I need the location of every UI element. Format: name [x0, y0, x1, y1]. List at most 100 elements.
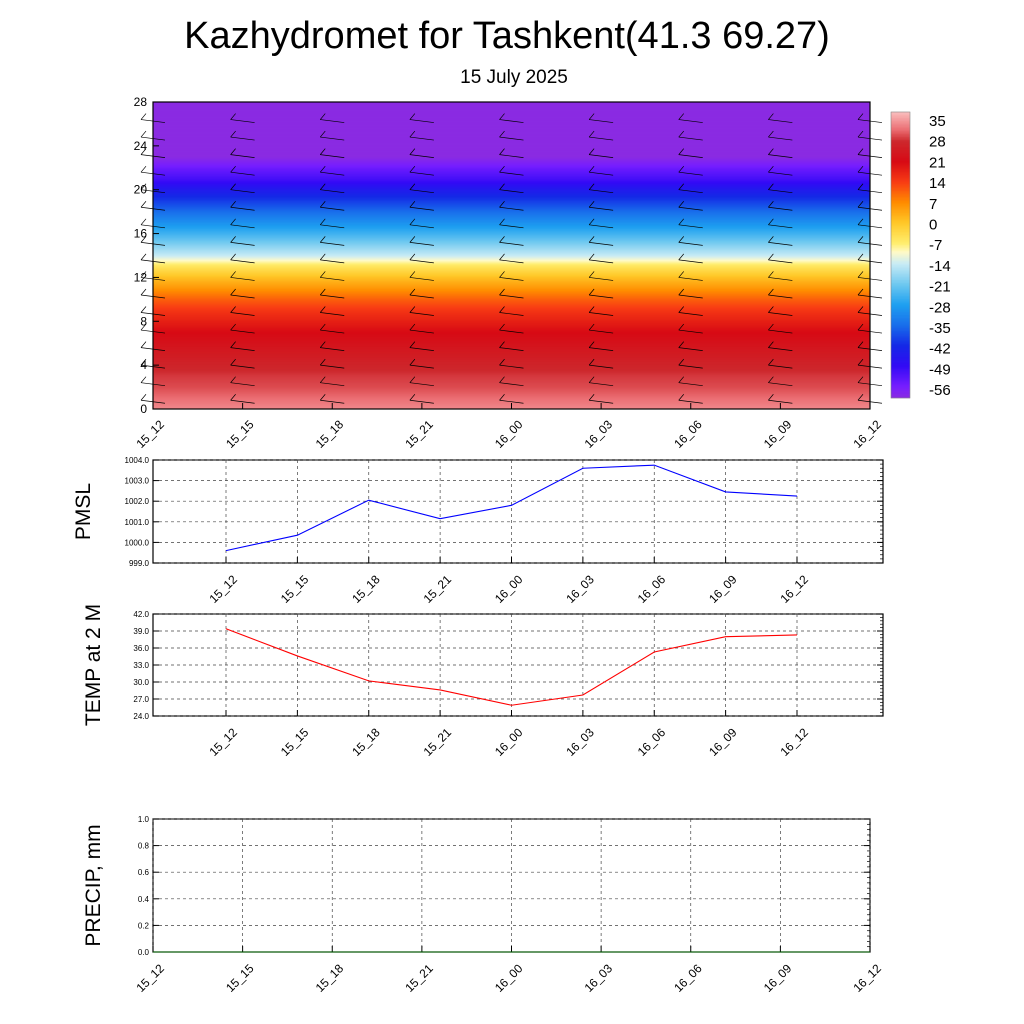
wind-barb-flag [499, 183, 505, 190]
colorbar-segment [891, 348, 910, 351]
wind-barb-flag [857, 376, 864, 383]
wind-barb [320, 312, 345, 316]
x-tick-label: 15_12 [133, 417, 167, 451]
wind-barb [857, 312, 883, 316]
temperature-band [153, 131, 870, 133]
temperature-band [153, 153, 870, 155]
wind-barb-flag [409, 130, 416, 138]
wind-barb-flag [230, 323, 236, 331]
colorbar-segment [891, 174, 910, 177]
temperature-band [153, 151, 870, 153]
temperature-band [153, 222, 870, 225]
wind-barb-flag [588, 130, 595, 138]
wind-barb-flag [588, 341, 595, 348]
temperature-band [153, 354, 870, 357]
temperature-band [153, 272, 870, 275]
temperature-band [153, 138, 870, 141]
colorbar-label: -49 [929, 361, 951, 378]
colorbar-segment [891, 237, 910, 240]
colorbar-segment [891, 351, 910, 353]
colorbar-segment [891, 222, 910, 225]
temperature-band [153, 174, 870, 176]
temperature-band [153, 201, 870, 204]
wind-barb [589, 294, 614, 299]
temperature-band [153, 176, 870, 178]
wind-barb [230, 171, 255, 176]
wind-barb-flag [230, 288, 236, 296]
wind-barb-flag [140, 288, 147, 296]
temperature-band [153, 251, 870, 254]
colorbar-segment [891, 248, 910, 251]
wind-barb [140, 277, 166, 281]
x-tick-label: 15_15 [278, 725, 312, 759]
temperature-band [153, 381, 870, 383]
temperature-band [153, 206, 870, 209]
colorbar-segment [891, 213, 910, 216]
wind-barb-flag [499, 288, 505, 296]
wind-barb [589, 224, 614, 229]
temperature-band [153, 364, 870, 367]
wind-barb [140, 154, 166, 158]
temperature-band [153, 159, 870, 162]
wind-barb [230, 399, 255, 404]
temperature-band [153, 157, 870, 160]
temperature-band [153, 265, 870, 267]
wind-barb [589, 189, 614, 194]
temperature-band [153, 390, 870, 392]
colorbar-segment [891, 155, 910, 158]
x-tick-label: 15_12 [206, 572, 240, 606]
wind-barb [857, 364, 883, 369]
colorbar-segment [891, 313, 910, 316]
colorbar-segment [891, 224, 910, 227]
wind-barb-flag [140, 271, 147, 278]
temperature-band [153, 290, 870, 292]
wind-barb-flag [230, 183, 236, 190]
wind-barb-flag [588, 288, 595, 296]
temperature-band [153, 256, 870, 258]
colorbar-label: -28 [929, 299, 951, 316]
colorbar-segment [891, 297, 910, 299]
wind-barb-flag [768, 148, 774, 155]
wind-barb-flag [857, 236, 864, 243]
colorbar-segment [891, 135, 910, 138]
wind-barb-flag [678, 183, 685, 190]
wind-barb [499, 171, 524, 176]
wind-barb-flag [768, 271, 774, 278]
temperature-band [153, 306, 870, 309]
wind-barb [140, 259, 166, 264]
colorbar-segment [891, 282, 910, 285]
wind-barb [678, 277, 703, 281]
temperature-band [153, 238, 870, 241]
temperature-band [153, 310, 870, 312]
colorbar-segment [891, 254, 910, 257]
wind-barb-flag [230, 148, 236, 155]
wind-barb-flag [409, 218, 416, 226]
wind-barb-flag [409, 288, 416, 296]
temperature-band [153, 232, 870, 234]
temperature-band [153, 396, 870, 399]
temperature-band [153, 316, 870, 319]
wind-barb [409, 382, 434, 387]
wind-barb-flag [319, 288, 326, 296]
wind-barb [409, 259, 434, 264]
colorbar-segment [891, 263, 910, 266]
wind-barb [140, 189, 166, 194]
plot-frame [152, 459, 884, 564]
wind-barb-flag [140, 253, 147, 261]
colorbar-segment [891, 362, 910, 365]
colorbar-segment [891, 189, 910, 191]
colorbar-label: 0 [929, 217, 937, 234]
y-tick-label: 16 [134, 227, 148, 241]
colorbar-segment [891, 215, 910, 218]
colorbar-segment [891, 151, 910, 154]
wind-barb [140, 294, 166, 299]
wind-barb [857, 154, 883, 158]
colorbar-segment [891, 324, 910, 327]
wind-barb [230, 206, 255, 211]
wind-barb-flag [857, 271, 864, 278]
colorbar-segment [891, 272, 910, 275]
temperature-band [153, 382, 870, 385]
colorbar-segment [891, 393, 910, 396]
wind-barb-flag [319, 130, 326, 138]
temperature-band [153, 104, 870, 107]
